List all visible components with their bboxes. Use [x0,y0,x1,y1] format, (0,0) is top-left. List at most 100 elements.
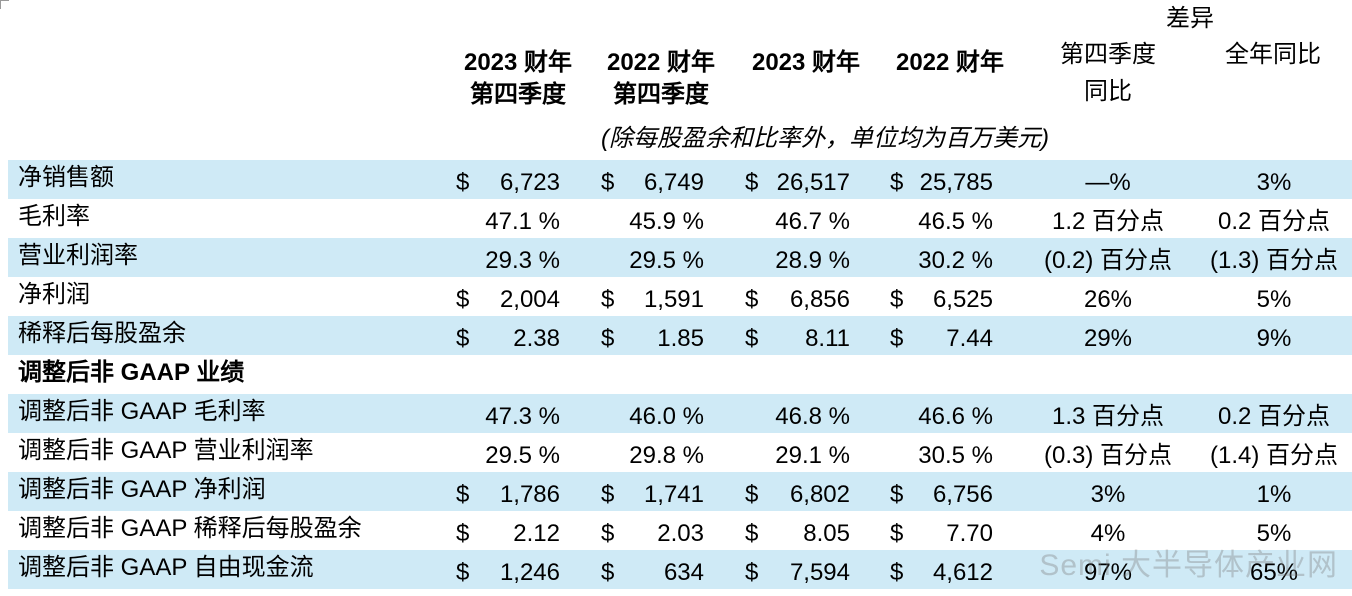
value-cell: 25,785 [919,169,993,196]
currency-symbol: $ [890,520,904,547]
value-cell: 6,856 [789,286,850,313]
variance-cell: (0.2) 百分点 [1043,247,1172,274]
currency-symbol: $ [745,169,759,196]
variance-cell: 0.2 百分点 [1217,403,1331,430]
value-cell [584,355,704,394]
header-col-1-line2: 第四季度 [470,81,566,108]
header-col-5-line2: 同比 [1084,78,1132,105]
table-row: 调整后非 GAAP 毛利率 47.3 % 46.0 % 46.8 % 46.6 % 1.3… [8,394,1352,433]
section-header-row: 调整后非 GAAP 业绩 [8,355,1352,394]
currency-symbol: $ [456,520,470,547]
currency-symbol: $ [601,325,615,352]
row-label: 净利润 [18,281,90,308]
row-label: 营业利润率 [18,242,138,269]
value-cell: 29.5 % [485,442,560,469]
variance-cell: (0.3) 百分点 [1043,442,1172,469]
variance-cell: 1% [1256,481,1292,508]
value-cell: 46.5 % [918,208,993,235]
variance-cell: 97% [1083,559,1133,586]
row-label: 调整后非 GAAP 自由现金流 [18,554,314,581]
value-cell [730,355,850,394]
value-cell: 4,612 [932,559,993,586]
value-cell: 30.2 % [918,247,993,274]
value-cell: 29.3 % [485,247,560,274]
value-cell: 46.7 % [775,208,850,235]
value-cell: 46.0 % [629,403,704,430]
currency-symbol: $ [745,520,759,547]
variance-cell [1023,355,1193,394]
row-label: 调整后非 GAAP 业绩 [18,359,245,386]
table-row: 调整后非 GAAP 稀释后每股盈余 $2.12 $2.03 $8.05 $7.70 4% 5… [8,511,1352,550]
value-cell: 7,594 [789,559,850,586]
variance-cell: (1.3) 百分点 [1209,247,1338,274]
header-col-5-line1: 第四季度 [1060,41,1156,68]
currency-symbol: $ [601,286,615,313]
variance-cell: (1.4) 百分点 [1209,442,1338,469]
value-cell: 2.03 [657,520,704,547]
currency-symbol: $ [890,169,904,196]
currency-symbol: $ [601,481,615,508]
value-cell: 45.9 % [629,208,704,235]
header-col-4-line1: 2022 财年 [895,49,1005,76]
value-cell: 2.38 [513,325,560,352]
currency-symbol: $ [601,520,615,547]
variance-cell: 1.3 百分点 [1051,403,1165,430]
financial-table: 净销售额 $6,723 $6,749 $26,517 $25,785 —% 3% 毛利率 47.… [8,160,1352,589]
value-cell: 8.11 [805,325,850,352]
value-cell: 6,802 [789,481,850,508]
variance-cell: 9% [1256,325,1292,352]
value-cell: 634 [663,559,704,586]
currency-symbol: $ [456,559,470,586]
value-cell: 47.3 % [485,403,560,430]
variance-cell: 3% [1256,169,1292,196]
header-col-2-line1: 2022 财年 [606,49,716,76]
table-row: 调整后非 GAAP 净利润 $1,786 $1,741 $6,802 $6,756 3% 1… [8,472,1352,511]
value-cell: 29.1 % [775,442,850,469]
table-row: 调整后非 GAAP 营业利润率 29.5 % 29.8 % 29.1 % 30.5 % (… [8,433,1352,472]
variance-cell: 29% [1083,325,1133,352]
value-cell: 2,004 [499,286,560,313]
value-cell: 30.5 % [918,442,993,469]
currency-symbol: $ [890,325,904,352]
row-label: 调整后非 GAAP 营业利润率 [18,437,314,464]
header-col-3-line1: 2023 财年 [751,49,861,76]
table-row: 毛利率 47.1 % 45.9 % 46.7 % 46.5 % 1.2 百分点 0.2 百分… [8,199,1352,238]
currency-symbol: $ [890,286,904,313]
value-cell: 29.8 % [629,442,704,469]
currency-symbol: $ [456,286,470,313]
variance-cell: 0.2 百分点 [1217,208,1331,235]
table-row: 净销售额 $6,723 $6,749 $26,517 $25,785 —% 3% [8,160,1352,199]
currency-symbol: $ [890,481,904,508]
currency-symbol: $ [601,559,615,586]
value-cell: 26,517 [776,169,850,196]
value-cell: 1,786 [499,481,560,508]
value-cell: 6,756 [932,481,993,508]
corner-mark [0,0,9,9]
row-label: 毛利率 [18,203,90,230]
currency-symbol: $ [745,325,759,352]
value-cell: 1,591 [643,286,704,313]
row-label: 调整后非 GAAP 稀释后每股盈余 [18,515,362,542]
row-label: 稀释后每股盈余 [18,320,186,347]
variance-cell: 1.2 百分点 [1051,208,1165,235]
header-col-6-line1: 全年同比 [1225,41,1321,68]
value-cell: 1.85 [657,325,704,352]
value-cell [440,355,560,394]
header-col-2-line2: 第四季度 [613,81,709,108]
value-cell [873,355,993,394]
table-row: 调整后非 GAAP 自由现金流 $1,246 $634 $7,594 $4,612 97%… [8,550,1352,589]
variance-cell: 4% [1090,520,1126,547]
table-row: 稀释后每股盈余 $2.38 $1.85 $8.11 $7.44 29% 9% [8,316,1352,355]
value-cell: 29.5 % [629,247,704,274]
currency-symbol: $ [890,559,904,586]
variance-cell: 5% [1256,520,1292,547]
table-row: 净利润 $2,004 $1,591 $6,856 $6,525 26% 5% [8,277,1352,316]
table-row: 营业利润率 29.3 % 29.5 % 28.9 % 30.2 % (0.2) 百分点 (1… [8,238,1352,277]
row-label: 调整后非 GAAP 净利润 [18,476,266,503]
variance-cell: —% [1085,169,1131,196]
variance-cell: 5% [1256,286,1292,313]
value-cell: 7.44 [946,325,993,352]
value-cell: 1,246 [499,559,560,586]
variance-cell: 65% [1249,559,1299,586]
variance-cell [1189,355,1352,394]
